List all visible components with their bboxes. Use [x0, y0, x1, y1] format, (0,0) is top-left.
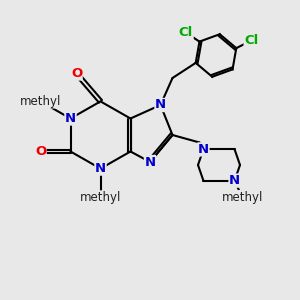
- Text: Cl: Cl: [244, 34, 258, 47]
- Text: N: N: [198, 143, 209, 156]
- Text: N: N: [144, 155, 156, 169]
- Text: Cl: Cl: [179, 26, 193, 39]
- Text: N: N: [65, 112, 76, 125]
- Text: N: N: [229, 174, 240, 187]
- Text: methyl: methyl: [80, 191, 121, 204]
- Text: N: N: [95, 162, 106, 175]
- Text: O: O: [71, 67, 82, 80]
- Text: O: O: [35, 145, 46, 158]
- Text: N: N: [155, 98, 166, 112]
- Text: methyl: methyl: [20, 95, 61, 108]
- Text: methyl: methyl: [221, 190, 263, 204]
